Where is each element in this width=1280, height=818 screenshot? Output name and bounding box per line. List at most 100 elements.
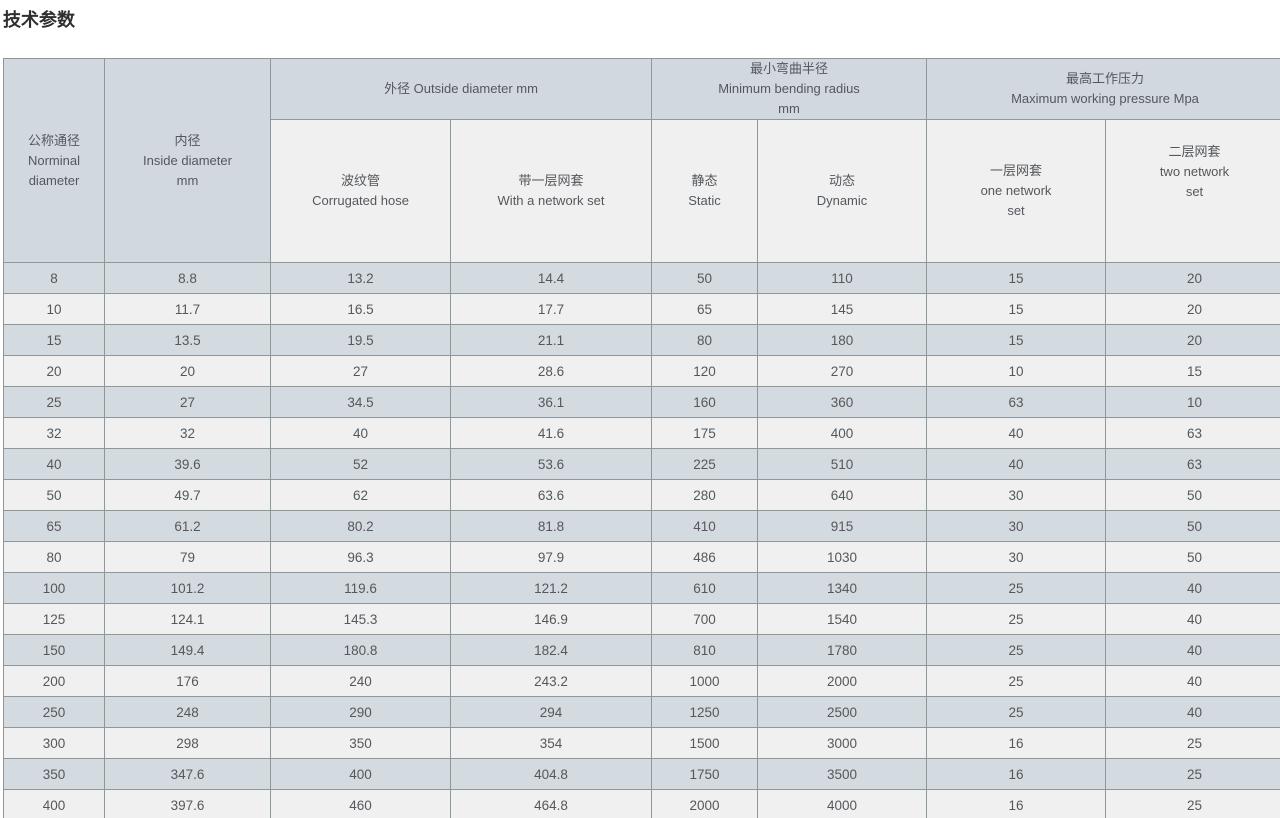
cell-static-radius: 1750 [651, 758, 758, 790]
cell-inside-diameter: 347.6 [104, 758, 271, 790]
spec-table: 公称通径 Norminal diameter 内径 Inside diamete… [3, 58, 1280, 818]
cell-one-network-set: 15 [926, 324, 1106, 356]
header-group-row: 公称通径 Norminal diameter 内径 Inside diamete… [3, 58, 1280, 263]
cell-dynamic-radius: 1340 [757, 572, 927, 604]
cell-corrugated-hose: 145.3 [270, 603, 451, 635]
header-with-network-set: 带一层网套 With a network set [450, 119, 652, 263]
cell-nominal-diameter: 300 [3, 727, 105, 759]
cell-one-network-set: 25 [926, 572, 1106, 604]
table-row: 15 13.5 19.5 21.1 80 180 15 20 [3, 324, 1280, 356]
cell-one-network-set: 16 [926, 758, 1106, 790]
cell-with-network-set: 81.8 [450, 510, 652, 542]
cell-with-network-set: 182.4 [450, 634, 652, 666]
cell-with-network-set: 354 [450, 727, 652, 759]
header-sub-row: 波纹管 Corrugated hose 带一层网套 With a network… [4, 119, 1280, 263]
cell-with-network-set: 28.6 [450, 355, 652, 387]
cell-two-network-set: 40 [1105, 665, 1280, 697]
table-row: 8 8.8 13.2 14.4 50 110 15 20 [3, 262, 1280, 294]
cell-nominal-diameter: 200 [3, 665, 105, 697]
cell-with-network-set: 97.9 [450, 541, 652, 573]
table-row: 80 79 96.3 97.9 486 1030 30 50 [3, 541, 1280, 573]
cell-two-network-set: 20 [1105, 324, 1280, 356]
cell-one-network-set: 25 [926, 603, 1106, 635]
cell-with-network-set: 53.6 [450, 448, 652, 480]
cell-dynamic-radius: 1540 [757, 603, 927, 635]
header-static: 静态 Static [651, 119, 758, 263]
table-row: 50 49.7 62 63.6 280 640 30 50 [3, 479, 1280, 511]
table-row: 250 248 290 294 1250 2500 25 40 [3, 696, 1280, 728]
cell-dynamic-radius: 1030 [757, 541, 927, 573]
table-body: 8 8.8 13.2 14.4 50 110 15 20 10 11.7 16.… [3, 262, 1280, 818]
cell-static-radius: 50 [651, 262, 758, 294]
cell-inside-diameter: 149.4 [104, 634, 271, 666]
cell-dynamic-radius: 2500 [757, 696, 927, 728]
cell-inside-diameter: 298 [104, 727, 271, 759]
cell-two-network-set: 50 [1105, 479, 1280, 511]
table-row: 100 101.2 119.6 121.2 610 1340 25 40 [3, 572, 1280, 604]
header-one-network-set: 一层网套 one network set [926, 119, 1106, 263]
cell-corrugated-hose: 119.6 [270, 572, 451, 604]
table-row: 400 397.6 460 464.8 2000 4000 16 25 [3, 789, 1280, 818]
cell-corrugated-hose: 16.5 [270, 293, 451, 325]
cell-one-network-set: 25 [926, 634, 1106, 666]
cell-dynamic-radius: 110 [757, 262, 927, 294]
cell-static-radius: 225 [651, 448, 758, 480]
cell-two-network-set: 40 [1105, 634, 1280, 666]
cell-two-network-set: 20 [1105, 293, 1280, 325]
cell-static-radius: 1250 [651, 696, 758, 728]
cell-corrugated-hose: 180.8 [270, 634, 451, 666]
cell-corrugated-hose: 80.2 [270, 510, 451, 542]
cell-inside-diameter: 49.7 [104, 479, 271, 511]
cell-nominal-diameter: 250 [3, 696, 105, 728]
cell-one-network-set: 30 [926, 510, 1106, 542]
cell-corrugated-hose: 40 [270, 417, 451, 449]
cell-static-radius: 410 [651, 510, 758, 542]
header-outside-diameter-group: 外径 Outside diameter mm [270, 58, 652, 120]
header-nominal-diameter: 公称通径 Norminal diameter [3, 58, 105, 263]
cell-corrugated-hose: 27 [270, 355, 451, 387]
table-row: 65 61.2 80.2 81.8 410 915 30 50 [3, 510, 1280, 542]
cell-corrugated-hose: 460 [270, 789, 451, 818]
cell-inside-diameter: 248 [104, 696, 271, 728]
table-row: 25 27 34.5 36.1 160 360 63 10 [3, 386, 1280, 418]
cell-nominal-diameter: 50 [3, 479, 105, 511]
cell-nominal-diameter: 10 [3, 293, 105, 325]
table-row: 40 39.6 52 53.6 225 510 40 63 [3, 448, 1280, 480]
cell-static-radius: 610 [651, 572, 758, 604]
cell-dynamic-radius: 510 [757, 448, 927, 480]
cell-nominal-diameter: 400 [3, 789, 105, 818]
cell-nominal-diameter: 100 [3, 572, 105, 604]
cell-with-network-set: 243.2 [450, 665, 652, 697]
header-max-working-pressure-group: 最高工作压力 Maximum working pressure Mpa [926, 58, 1280, 120]
cell-two-network-set: 40 [1105, 572, 1280, 604]
cell-with-network-set: 21.1 [450, 324, 652, 356]
cell-static-radius: 2000 [651, 789, 758, 818]
header-corrugated-hose: 波纹管 Corrugated hose [270, 119, 451, 263]
header-two-network-set: 二层网套 two network set [1105, 119, 1280, 263]
cell-dynamic-radius: 3500 [757, 758, 927, 790]
cell-two-network-set: 15 [1105, 355, 1280, 387]
cell-inside-diameter: 11.7 [104, 293, 271, 325]
cell-dynamic-radius: 640 [757, 479, 927, 511]
cell-inside-diameter: 20 [104, 355, 271, 387]
cell-corrugated-hose: 19.5 [270, 324, 451, 356]
cell-with-network-set: 146.9 [450, 603, 652, 635]
cell-one-network-set: 63 [926, 386, 1106, 418]
cell-dynamic-radius: 915 [757, 510, 927, 542]
cell-static-radius: 120 [651, 355, 758, 387]
cell-one-network-set: 40 [926, 417, 1106, 449]
cell-nominal-diameter: 125 [3, 603, 105, 635]
cell-one-network-set: 30 [926, 541, 1106, 573]
cell-corrugated-hose: 400 [270, 758, 451, 790]
header-dynamic: 动态 Dynamic [757, 119, 927, 263]
header-inside-diameter: 内径 Inside diameter mm [104, 58, 271, 263]
cell-with-network-set: 41.6 [450, 417, 652, 449]
cell-nominal-diameter: 65 [3, 510, 105, 542]
cell-nominal-diameter: 20 [3, 355, 105, 387]
cell-inside-diameter: 13.5 [104, 324, 271, 356]
cell-two-network-set: 25 [1105, 727, 1280, 759]
cell-nominal-diameter: 15 [3, 324, 105, 356]
cell-nominal-diameter: 25 [3, 386, 105, 418]
table-row: 10 11.7 16.5 17.7 65 145 15 20 [3, 293, 1280, 325]
